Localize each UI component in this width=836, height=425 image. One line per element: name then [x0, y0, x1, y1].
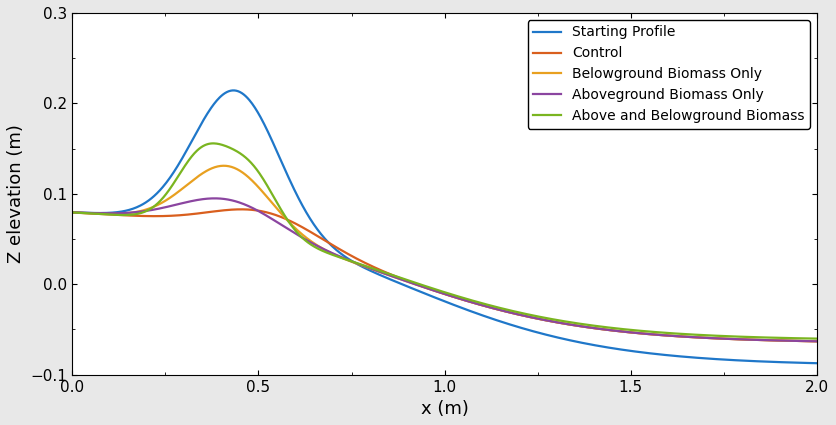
Belowground Biomass Only — [543, 318, 553, 323]
Belowground Biomass Only — [520, 314, 530, 319]
Control — [710, 336, 720, 341]
X-axis label: x (m): x (m) — [421, 400, 468, 418]
Legend: Starting Profile, Control, Belowground Biomass Only, Aboveground Biomass Only, A: Starting Profile, Control, Belowground B… — [528, 20, 810, 129]
Control — [501, 309, 511, 314]
Y-axis label: Z elevation (m): Z elevation (m) — [7, 125, 25, 263]
Aboveground Biomass Only — [520, 314, 530, 319]
Above and Belowground Biomass — [812, 336, 822, 341]
Starting Profile — [710, 357, 720, 362]
Aboveground Biomass Only — [710, 336, 720, 341]
Line: Starting Profile: Starting Profile — [72, 91, 817, 363]
Line: Above and Belowground Biomass: Above and Belowground Biomass — [72, 143, 817, 339]
Above and Belowground Biomass — [67, 210, 77, 215]
Aboveground Biomass Only — [812, 339, 822, 344]
Control — [67, 210, 77, 215]
Aboveground Biomass Only — [113, 211, 123, 216]
Aboveground Biomass Only — [210, 196, 220, 201]
Starting Profile — [633, 349, 643, 354]
Belowground Biomass Only — [219, 163, 229, 168]
Belowground Biomass Only — [710, 336, 720, 341]
Starting Profile — [67, 210, 77, 215]
Control — [633, 331, 643, 336]
Starting Profile — [501, 320, 511, 326]
Belowground Biomass Only — [812, 339, 822, 344]
Control — [113, 212, 123, 218]
Belowground Biomass Only — [67, 210, 77, 215]
Starting Profile — [520, 326, 530, 332]
Starting Profile — [228, 88, 238, 93]
Aboveground Biomass Only — [501, 309, 511, 314]
Control — [812, 339, 822, 344]
Above and Belowground Biomass — [710, 333, 720, 338]
Aboveground Biomass Only — [67, 210, 77, 215]
Line: Aboveground Biomass Only: Aboveground Biomass Only — [72, 198, 817, 341]
Line: Belowground Biomass Only: Belowground Biomass Only — [72, 166, 817, 341]
Starting Profile — [812, 361, 822, 366]
Belowground Biomass Only — [501, 309, 511, 314]
Aboveground Biomass Only — [633, 331, 643, 336]
Belowground Biomass Only — [633, 331, 643, 336]
Above and Belowground Biomass — [633, 328, 643, 333]
Aboveground Biomass Only — [543, 318, 553, 323]
Control — [236, 207, 246, 212]
Starting Profile — [543, 332, 553, 337]
Line: Control: Control — [72, 210, 817, 341]
Above and Belowground Biomass — [543, 316, 553, 321]
Control — [543, 318, 553, 323]
Above and Belowground Biomass — [113, 212, 123, 218]
Above and Belowground Biomass — [208, 141, 218, 146]
Control — [520, 314, 530, 319]
Belowground Biomass Only — [113, 211, 123, 216]
Above and Belowground Biomass — [501, 307, 511, 312]
Starting Profile — [113, 210, 123, 215]
Above and Belowground Biomass — [520, 311, 530, 316]
